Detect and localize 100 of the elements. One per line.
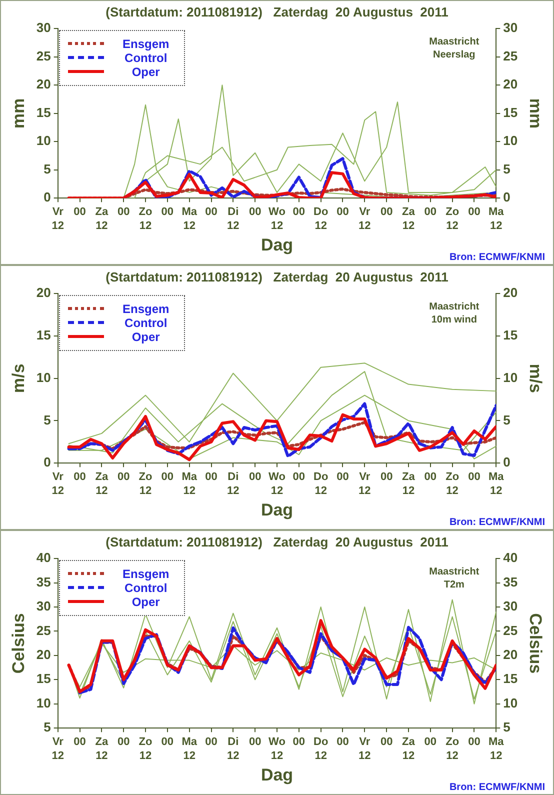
chart-title: (Startdatum: 2011081912) Zaterdag 20 Augustus 2011 xyxy=(106,4,448,20)
y2-tick-label: 25 xyxy=(503,48,518,64)
x-axis-title: Dag xyxy=(260,235,294,254)
x-tick-label: 00 xyxy=(292,206,306,218)
x-tick-label: Zo 12 xyxy=(138,471,153,497)
legend-label: Ensgem xyxy=(122,566,170,581)
x-tick-label: 00 xyxy=(468,736,480,748)
y-tick-label: 20 xyxy=(36,647,51,662)
x-tick-label: Vr 12 xyxy=(358,736,371,762)
x-tick-label: Wo 12 xyxy=(268,471,286,497)
x-tick-label: Zo 12 xyxy=(446,736,460,762)
x-tick-label: 00 xyxy=(248,471,262,484)
chart-title: (Startdatum: 2011081912) Zaterdag 20 Augustus 2011 xyxy=(106,534,448,550)
x-tick-label: 00 xyxy=(74,206,86,218)
text: Bron: ECMWF/KNMI xyxy=(449,516,546,528)
y2-tick-label: 5 xyxy=(503,161,510,176)
x-tick-label: 00 xyxy=(205,471,218,484)
y2-tick-label: 15 xyxy=(503,671,518,686)
y-tick-label: 25 xyxy=(36,622,51,638)
x-tick-label: 00 xyxy=(380,736,393,748)
y-tick-label: 5 xyxy=(44,161,51,176)
y-tick-label: 10 xyxy=(36,133,51,148)
x-axis-title: Dag xyxy=(260,765,294,784)
y-tick-label: 15 xyxy=(36,104,51,120)
annotation: Maastricht T2m xyxy=(429,566,480,590)
y2-tick-label: 20 xyxy=(503,647,518,662)
y2-tick-label: 10 xyxy=(503,695,518,710)
x-tick-label: Vr 12 xyxy=(358,471,371,497)
annotation: Maastricht 10m wind xyxy=(429,301,480,326)
y-tick-label: 35 xyxy=(36,574,51,590)
x-tick-label: Wo 12 xyxy=(268,736,286,762)
x-tick-label: 00 xyxy=(292,471,306,484)
y2-tick-label: 5 xyxy=(503,720,510,735)
x-tick-label: Vr 12 xyxy=(358,206,371,232)
x-tick-label: Do 12 xyxy=(313,471,328,497)
y2-tick-label: 15 xyxy=(503,328,518,343)
y2-tick-label: 30 xyxy=(503,598,518,614)
x-tick-label: 00 xyxy=(292,736,306,748)
x-tick-label: Za 12 xyxy=(95,736,109,762)
x-axis-title: Dag xyxy=(260,500,294,520)
y-tick-label: 10 xyxy=(36,370,51,385)
x-tick-label: Do 12 xyxy=(313,736,328,762)
x-tick-label: 00 xyxy=(161,206,174,218)
x-tick-label: 00 xyxy=(117,206,130,218)
x-tick-label: Di 12 xyxy=(227,206,240,232)
x-tick-label: Zo 12 xyxy=(138,736,153,762)
x-tick-label: 00 xyxy=(468,206,480,218)
y-tick-label: 30 xyxy=(36,598,51,614)
legend-label: Ensgem xyxy=(122,36,170,51)
x-tick-label: 00 xyxy=(74,471,86,484)
x-tick-label: Di 12 xyxy=(227,736,240,762)
x-tick-label: Zo 12 xyxy=(138,206,153,232)
x-tick-label: 00 xyxy=(336,471,349,484)
x-tick-label: Ma 12 xyxy=(488,471,505,497)
y2-axis-title: mm xyxy=(526,98,546,128)
legend-label: Ensgem xyxy=(122,302,170,316)
legend-label: Control xyxy=(124,50,168,65)
x-tick-label: 00 xyxy=(74,736,86,748)
y2-tick-label: 25 xyxy=(503,622,518,638)
y-tick-label: 5 xyxy=(44,412,51,428)
legend-label: Oper xyxy=(130,330,161,344)
y-axis-title: m/s xyxy=(8,364,28,393)
text: Bron: ECMWF/KNMI xyxy=(449,782,546,793)
x-tick-label: 00 xyxy=(117,736,130,748)
y-axis-title: Celsius xyxy=(8,613,28,674)
y-tick-label: 40 xyxy=(36,550,51,566)
x-tick-label: 00 xyxy=(161,736,174,748)
y-tick-label: 0 xyxy=(44,190,51,205)
legend-label: Oper xyxy=(130,64,161,79)
y2-tick-label: 20 xyxy=(503,76,518,92)
y-tick-label: 15 xyxy=(36,671,51,686)
x-tick-label: Za 12 xyxy=(402,206,416,232)
y2-tick-label: 5 xyxy=(503,412,510,428)
x-tick-label: 00 xyxy=(205,736,218,748)
y-tick-label: 0 xyxy=(44,454,51,470)
x-tick-label: 00 xyxy=(205,206,218,218)
y-tick-label: 10 xyxy=(36,695,51,710)
annotation: Maastricht Neerslag xyxy=(429,36,480,60)
y-tick-label: 25 xyxy=(36,48,51,64)
y-tick-label: 30 xyxy=(36,20,51,36)
y2-tick-label: 10 xyxy=(503,133,518,148)
x-tick-label: Do 12 xyxy=(313,206,328,232)
y-tick-label: 15 xyxy=(36,328,51,343)
x-tick-label: 00 xyxy=(380,206,393,218)
x-tick-label: 00 xyxy=(424,736,437,748)
x-tick-label: Ma 12 xyxy=(488,736,505,762)
y-axis-title: mm xyxy=(8,98,28,128)
x-tick-label: Ma 12 xyxy=(488,206,505,232)
x-tick-label: Za 12 xyxy=(402,471,416,497)
y2-tick-label: 35 xyxy=(503,574,518,590)
x-tick-label: 00 xyxy=(336,736,349,748)
x-tick-label: 00 xyxy=(248,206,262,218)
x-tick-label: 00 xyxy=(380,471,393,484)
x-tick-label: Ma 12 xyxy=(182,206,198,232)
x-tick-label: 00 xyxy=(117,471,130,484)
y2-axis-title: m/s xyxy=(526,364,546,393)
x-tick-label: 00 xyxy=(424,471,437,484)
y2-axis-title: Celsius xyxy=(526,613,546,674)
legend-label: Control xyxy=(124,580,168,595)
y2-tick-label: 0 xyxy=(503,454,510,470)
